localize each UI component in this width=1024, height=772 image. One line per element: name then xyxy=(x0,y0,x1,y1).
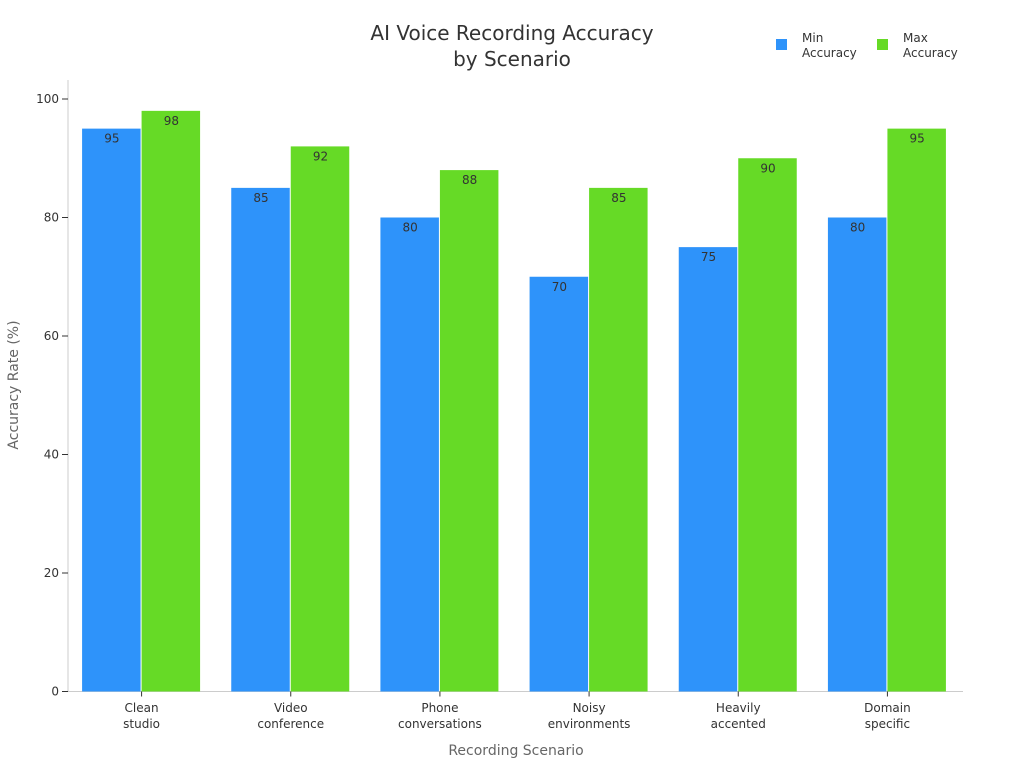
bar-value-label: 75 xyxy=(701,250,716,264)
bar-min-accuracy xyxy=(380,217,439,692)
bar-min-accuracy xyxy=(231,187,290,692)
y-axis-label: Accuracy Rate (%) xyxy=(6,320,22,449)
y-tick-label: 40 xyxy=(44,448,59,462)
bar-max-accuracy xyxy=(141,110,201,692)
x-axis-label: Recording Scenario xyxy=(448,743,583,759)
bar-max-accuracy xyxy=(439,170,499,692)
bar-min-accuracy xyxy=(678,247,738,692)
x-tick-label: specific xyxy=(865,717,910,731)
bar-value-label: 85 xyxy=(253,191,268,205)
x-tick-label: Heavily xyxy=(716,701,761,715)
x-tick-label: conference xyxy=(257,717,324,731)
bar-value-label: 95 xyxy=(104,132,119,146)
bar-max-accuracy xyxy=(887,128,946,692)
x-tick-label: environments xyxy=(548,717,631,731)
chart-title-line-2: by Scenario xyxy=(453,47,571,71)
legend-label: Max xyxy=(903,31,928,45)
bar-min-accuracy xyxy=(529,276,589,692)
x-tick-label: conversations xyxy=(398,717,482,731)
y-tick-label: 80 xyxy=(44,211,59,225)
bar-value-label: 85 xyxy=(611,191,626,205)
bar-min-accuracy xyxy=(82,128,141,692)
bar-min-accuracy xyxy=(827,217,887,692)
bar-value-label: 80 xyxy=(850,221,865,235)
x-tick-label: Video xyxy=(274,701,308,715)
legend-swatch xyxy=(776,39,787,50)
x-tick-label: Domain xyxy=(864,701,911,715)
y-tick-label: 20 xyxy=(44,566,59,580)
bar-value-label: 98 xyxy=(164,114,179,128)
legend-label: Min xyxy=(802,31,823,45)
chart-title-line-1: AI Voice Recording Accuracy xyxy=(370,21,653,45)
bar-value-label: 80 xyxy=(403,221,418,235)
x-tick-label: studio xyxy=(123,717,160,731)
x-tick-label: Noisy xyxy=(573,701,606,715)
y-tick-label: 0 xyxy=(51,685,59,699)
y-tick-label: 60 xyxy=(44,329,59,343)
bar-value-label: 92 xyxy=(313,149,328,163)
bar-value-label: 95 xyxy=(910,132,925,146)
legend-label: Accuracy xyxy=(903,46,958,60)
bar-max-accuracy xyxy=(589,187,648,692)
bar-value-label: 70 xyxy=(552,280,567,294)
y-tick-label: 100 xyxy=(36,92,59,106)
x-tick-label: Phone xyxy=(421,701,458,715)
legend-label: Accuracy xyxy=(802,46,857,60)
bar-value-label: 90 xyxy=(760,161,775,175)
bar-max-accuracy xyxy=(738,158,797,692)
bar-max-accuracy xyxy=(290,146,350,692)
bar-value-label: 88 xyxy=(462,173,477,187)
legend-swatch xyxy=(877,39,888,50)
x-tick-label: accented xyxy=(711,717,766,731)
x-tick-label: Clean xyxy=(125,701,159,715)
